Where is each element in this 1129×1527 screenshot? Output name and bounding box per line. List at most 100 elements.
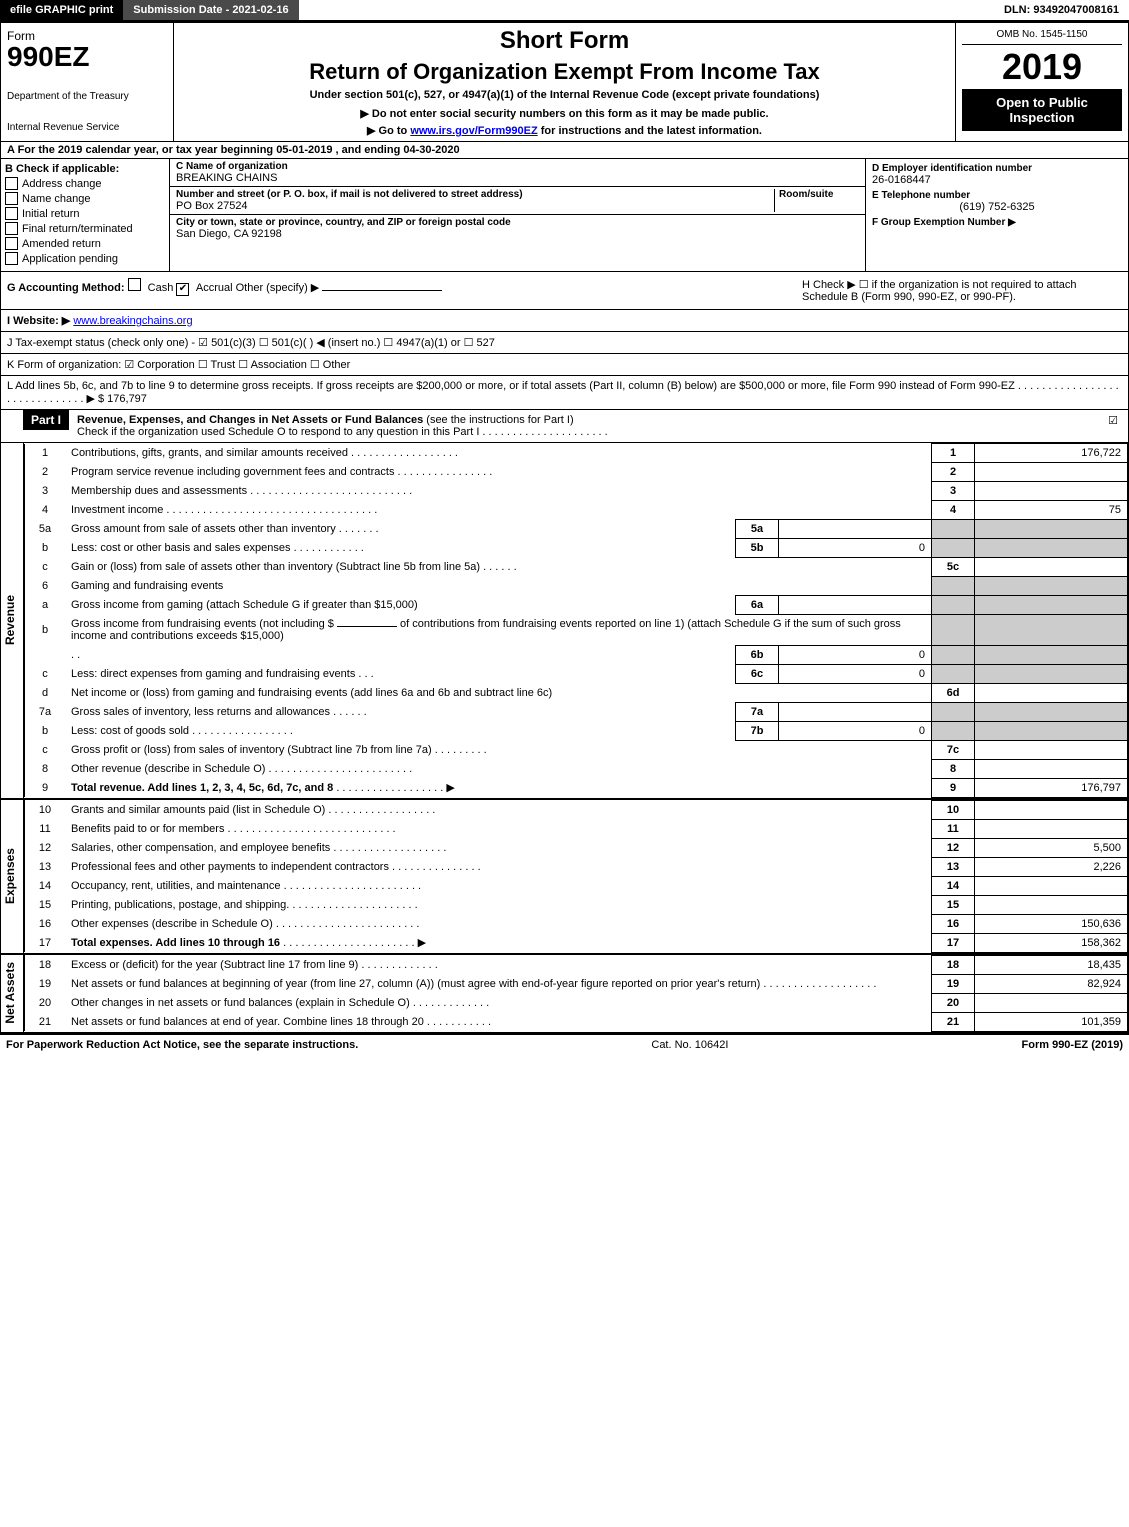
line14-desc: Occupancy, rent, utilities, and maintena… xyxy=(71,880,281,892)
website-link[interactable]: www.breakingchains.org xyxy=(73,315,192,327)
line16-rn: 16 xyxy=(932,914,975,933)
line5a-desc: Gross amount from sale of assets other t… xyxy=(71,523,336,535)
irs-label: Internal Revenue Service xyxy=(7,122,167,133)
efile-label: efile GRAPHIC print xyxy=(0,0,123,20)
ein-label: D Employer identification number xyxy=(872,163,1122,174)
line20-desc: Other changes in net assets or fund bala… xyxy=(71,997,410,1009)
line7b-desc: Less: cost of goods sold xyxy=(71,725,189,737)
line6d-rv xyxy=(975,683,1128,702)
row-i: I Website: ▶ www.breakingchains.org xyxy=(0,310,1129,332)
line6d-desc: Net income or (loss) from gaming and fun… xyxy=(71,687,552,699)
line21-rn: 21 xyxy=(932,1012,975,1031)
line5c-rv xyxy=(975,558,1128,577)
line18-desc: Excess or (deficit) for the year (Subtra… xyxy=(71,959,358,971)
form-header: Form 990EZ Department of the Treasury In… xyxy=(0,22,1129,142)
line6b-desc: Gross income from fundraising events (no… xyxy=(71,618,334,630)
line17-rn: 17 xyxy=(932,933,975,952)
line21-desc: Net assets or fund balances at end of ye… xyxy=(71,1016,424,1028)
expenses-section: Expenses 10Grants and similar amounts pa… xyxy=(0,798,1129,953)
b-item-5: Application pending xyxy=(22,253,118,265)
footer-right: Form 990-EZ (2019) xyxy=(1022,1039,1123,1051)
irs-link[interactable]: www.irs.gov/Form990EZ xyxy=(410,125,537,137)
line5a-sv xyxy=(779,520,932,539)
line6c-sv: 0 xyxy=(779,664,932,683)
l-value: 176,797 xyxy=(107,393,147,405)
line14-rn: 14 xyxy=(932,876,975,895)
row-j: J Tax-exempt status (check only one) - ☑… xyxy=(0,332,1129,354)
g-other: Other (specify) ▶ xyxy=(236,282,320,294)
line5a-sn: 5a xyxy=(736,520,779,539)
revenue-table: 1Contributions, gifts, grants, and simil… xyxy=(24,443,1128,798)
part1-label: Part I xyxy=(23,410,69,430)
line12-rv: 5,500 xyxy=(975,838,1128,857)
line5b-desc: Less: cost or other basis and sales expe… xyxy=(71,542,291,554)
line13-desc: Professional fees and other payments to … xyxy=(71,861,389,873)
line5c-rn: 5c xyxy=(932,558,975,577)
b-item-2: Initial return xyxy=(22,208,79,220)
expenses-table: 10Grants and similar amounts paid (list … xyxy=(24,800,1128,953)
line17-rv: 158,362 xyxy=(975,933,1128,952)
chk-amended-return[interactable] xyxy=(5,237,18,250)
chk-name-change[interactable] xyxy=(5,192,18,205)
chk-final-return[interactable] xyxy=(5,222,18,235)
line16-rv: 150,636 xyxy=(975,914,1128,933)
part1-checkbox[interactable]: ☑ xyxy=(1098,410,1128,427)
chk-cash[interactable] xyxy=(128,278,141,291)
tax-year: 2019 xyxy=(962,49,1122,85)
line4-rv: 75 xyxy=(975,501,1128,520)
line16-desc: Other expenses (describe in Schedule O) xyxy=(71,918,273,930)
c-addr-label: Number and street (or P. O. box, if mail… xyxy=(176,189,774,200)
line9-rv: 176,797 xyxy=(975,778,1128,797)
line7c-desc: Gross profit or (loss) from sales of inv… xyxy=(71,744,432,756)
b-item-4: Amended return xyxy=(22,238,101,250)
line6c-sn: 6c xyxy=(736,664,779,683)
line11-rv xyxy=(975,819,1128,838)
submission-date: Submission Date - 2021-02-16 xyxy=(123,0,298,20)
ein: 26-0168447 xyxy=(872,174,1122,186)
line14-rv xyxy=(975,876,1128,895)
subtitle-3: ▶ Go to www.irs.gov/Form990EZ for instru… xyxy=(178,124,951,137)
line6a-desc: Gross income from gaming (attach Schedul… xyxy=(71,599,418,611)
part1-header: Part I Revenue, Expenses, and Changes in… xyxy=(0,410,1129,443)
org-name: BREAKING CHAINS xyxy=(176,172,859,184)
line5b-sv: 0 xyxy=(779,539,932,558)
sub3-pre: ▶ Go to xyxy=(367,125,410,137)
open-to-public: Open to Public Inspection xyxy=(962,89,1122,131)
line5b-sn: 5b xyxy=(736,539,779,558)
org-city: San Diego, CA 92198 xyxy=(176,228,859,240)
part1-paren: (see the instructions for Part I) xyxy=(426,414,573,426)
i-label: I Website: ▶ xyxy=(7,315,70,327)
line9-rn: 9 xyxy=(932,778,975,797)
g-cash: Cash xyxy=(148,282,174,294)
line5c-desc: Gain or (loss) from sale of assets other… xyxy=(71,561,480,573)
line21-rv: 101,359 xyxy=(975,1012,1128,1031)
line1-desc: Contributions, gifts, grants, and simila… xyxy=(71,447,348,459)
g-other-field[interactable] xyxy=(322,290,442,291)
subtitle-2: ▶ Do not enter social security numbers o… xyxy=(178,107,951,120)
chk-address-change[interactable] xyxy=(5,177,18,190)
line18-rv: 18,435 xyxy=(975,955,1128,974)
line7c-rv xyxy=(975,740,1128,759)
page-footer: For Paperwork Reduction Act Notice, see … xyxy=(0,1033,1129,1055)
line13-rn: 13 xyxy=(932,857,975,876)
chk-application-pending[interactable] xyxy=(5,252,18,265)
revenue-vlabel: Revenue xyxy=(3,595,21,645)
line18-rn: 18 xyxy=(932,955,975,974)
sub3-post: for instructions and the latest informat… xyxy=(541,125,762,137)
c-name-label: C Name of organization xyxy=(176,161,859,172)
line2-desc: Program service revenue including govern… xyxy=(71,466,394,478)
b-item-0: Address change xyxy=(22,178,102,190)
line7a-sn: 7a xyxy=(736,702,779,721)
line12-desc: Salaries, other compensation, and employ… xyxy=(71,842,330,854)
header-right: OMB No. 1545-1150 2019 Open to Public In… xyxy=(956,23,1128,141)
expenses-vlabel: Expenses xyxy=(3,848,21,904)
line2-rn: 2 xyxy=(932,463,975,482)
b-item-3: Final return/terminated xyxy=(22,223,133,235)
chk-initial-return[interactable] xyxy=(5,207,18,220)
line10-desc: Grants and similar amounts paid (list in… xyxy=(71,804,325,816)
line20-rv xyxy=(975,993,1128,1012)
line6c-desc: Less: direct expenses from gaming and fu… xyxy=(71,668,355,680)
chk-accrual[interactable] xyxy=(176,283,189,296)
phone: (619) 752-6325 xyxy=(872,201,1122,213)
line15-rn: 15 xyxy=(932,895,975,914)
